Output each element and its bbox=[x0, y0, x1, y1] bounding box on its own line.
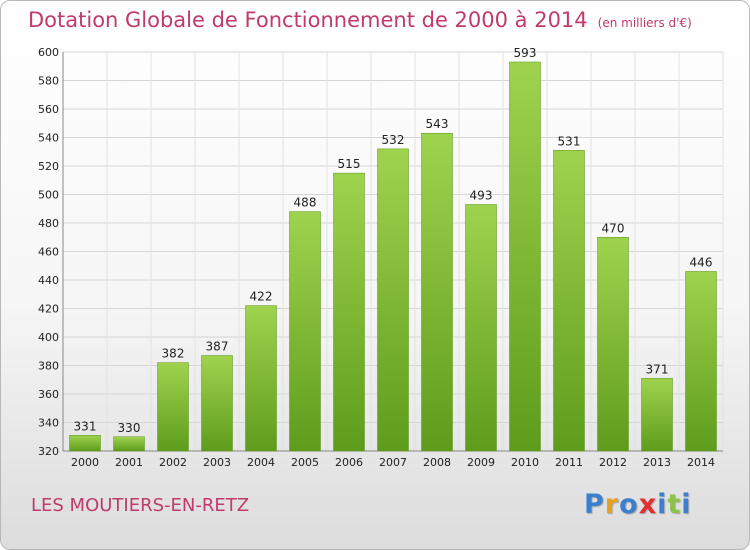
bar-2008 bbox=[421, 132, 453, 452]
y-tick-label: 360 bbox=[38, 388, 59, 401]
x-tick-label: 2005 bbox=[291, 456, 319, 469]
y-tick-label: 560 bbox=[38, 103, 59, 116]
bar-2009 bbox=[465, 204, 497, 452]
bar-value-label: 593 bbox=[514, 46, 537, 60]
bar-2013 bbox=[641, 378, 673, 452]
logo-letter: t bbox=[667, 489, 682, 520]
x-tick-label: 2007 bbox=[379, 456, 407, 469]
bar-2012 bbox=[597, 237, 629, 452]
commune-name: LES MOUTIERS-EN-RETZ bbox=[31, 495, 250, 516]
bars bbox=[69, 61, 717, 452]
logo-letter: o bbox=[619, 489, 639, 520]
x-tick-label: 2012 bbox=[599, 456, 627, 469]
logo-letter: r bbox=[604, 489, 620, 520]
logo-letter: x bbox=[638, 489, 658, 520]
bar-value-label: 470 bbox=[602, 221, 625, 235]
y-tick-label: 600 bbox=[38, 46, 59, 59]
proxiti-logo: Proxiti bbox=[584, 489, 692, 520]
y-tick-label: 500 bbox=[38, 189, 59, 202]
y-tick-label: 380 bbox=[38, 360, 59, 373]
bar-value-label: 382 bbox=[162, 347, 185, 361]
bar-2004 bbox=[245, 305, 277, 452]
chart-title-text: Dotation Globale de Fonctionnement de 20… bbox=[28, 8, 588, 32]
bar-2001 bbox=[113, 436, 145, 452]
bar-value-label: 422 bbox=[250, 290, 273, 304]
x-tick-label: 2006 bbox=[335, 456, 363, 469]
bar-value-label: 330 bbox=[118, 421, 141, 435]
chart-title: Dotation Globale de Fonctionnement de 20… bbox=[28, 8, 692, 32]
bar-value-label: 446 bbox=[690, 255, 713, 269]
bar-value-label: 371 bbox=[646, 362, 669, 376]
x-tick-label: 2000 bbox=[71, 456, 99, 469]
y-tick-label: 580 bbox=[38, 75, 59, 88]
x-tick-label: 2008 bbox=[423, 456, 451, 469]
chart-unit-note: (en milliers d'€) bbox=[597, 16, 692, 30]
y-tick-label: 460 bbox=[38, 246, 59, 259]
x-tick-label: 2004 bbox=[247, 456, 275, 469]
y-tick-label: 440 bbox=[38, 274, 59, 287]
x-tick-label: 2013 bbox=[643, 456, 671, 469]
bar-value-label: 387 bbox=[206, 340, 229, 354]
bar-value-label: 493 bbox=[470, 188, 493, 202]
x-tick-label: 2010 bbox=[511, 456, 539, 469]
logo-letter: i bbox=[657, 489, 668, 520]
bar-2000 bbox=[69, 435, 101, 452]
x-tick-label: 2003 bbox=[203, 456, 231, 469]
bar-value-label: 331 bbox=[74, 419, 97, 433]
bar-value-label: 543 bbox=[426, 117, 449, 131]
bar-2011 bbox=[553, 150, 585, 452]
y-tick-label: 320 bbox=[38, 445, 59, 458]
y-tick-label: 340 bbox=[38, 417, 59, 430]
bar-value-label: 488 bbox=[294, 196, 317, 210]
bar-2002 bbox=[157, 362, 189, 452]
bar-2014 bbox=[685, 271, 717, 452]
bar-value-label: 531 bbox=[558, 134, 581, 148]
y-tick-label: 520 bbox=[38, 160, 59, 173]
y-tick-label: 420 bbox=[38, 303, 59, 316]
bar-value-label: 515 bbox=[338, 157, 361, 171]
bar-2003 bbox=[201, 355, 233, 452]
x-tick-label: 2011 bbox=[555, 456, 583, 469]
bar-2006 bbox=[333, 172, 365, 452]
bar-2007 bbox=[377, 148, 409, 452]
y-tick-label: 400 bbox=[38, 331, 59, 344]
bar-value-label: 532 bbox=[382, 133, 405, 147]
x-tick-label: 2009 bbox=[467, 456, 495, 469]
x-tick-label: 2001 bbox=[115, 456, 143, 469]
logo-letter: i bbox=[681, 489, 692, 520]
logo-letter: P bbox=[584, 489, 605, 520]
x-tick-label: 2002 bbox=[159, 456, 187, 469]
x-tick-label: 2014 bbox=[687, 456, 715, 469]
bar-2010 bbox=[509, 61, 541, 452]
bar-2005 bbox=[289, 211, 321, 452]
labels: 320 340 360 380 400 420 440 460 480 500 520 540 560 5… bbox=[38, 46, 715, 469]
y-tick-label: 480 bbox=[38, 217, 59, 230]
y-tick-label: 540 bbox=[38, 132, 59, 145]
